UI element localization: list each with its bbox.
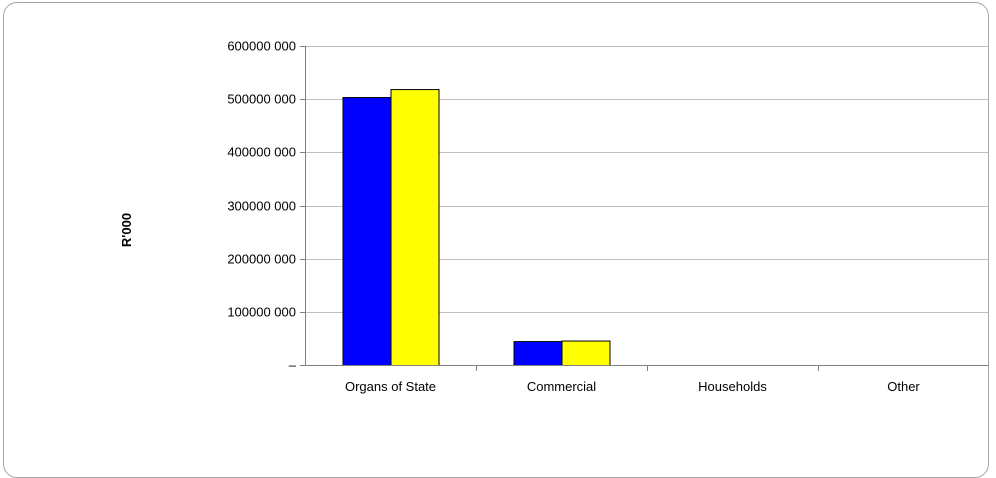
y-tick-label: 400000 000 bbox=[227, 145, 296, 160]
bar bbox=[513, 341, 563, 367]
y-tick-label: 500000 000 bbox=[227, 92, 296, 107]
y-tick-label: 200000 000 bbox=[227, 252, 296, 267]
bar bbox=[561, 340, 611, 367]
y-tick-labels: – 100000 000 200000 000 300000 000 400000 00… bbox=[227, 39, 296, 373]
x-tick-label: Commercial bbox=[527, 379, 596, 394]
y-tick-label: 600000 000 bbox=[227, 39, 296, 54]
x-tick-label: Other bbox=[887, 379, 920, 394]
axes bbox=[300, 46, 989, 371]
chart-frame bbox=[3, 2, 989, 478]
y-tick-label: 100000 000 bbox=[227, 305, 296, 320]
x-tick-label: Households bbox=[698, 379, 767, 394]
bar-chart: – 100000 000 200000 000 300000 000 400000 00… bbox=[119, 39, 989, 394]
bar bbox=[342, 97, 392, 366]
y-tick-label: 300000 000 bbox=[227, 199, 296, 214]
x-tick-labels: Organs of State Commercial Households Other bbox=[345, 379, 920, 394]
x-tick-label: Organs of State bbox=[345, 379, 436, 394]
y-tick-label: – bbox=[289, 358, 297, 373]
y-axis-label: R'000 bbox=[119, 213, 134, 247]
bar bbox=[390, 89, 440, 366]
bars bbox=[342, 89, 611, 367]
